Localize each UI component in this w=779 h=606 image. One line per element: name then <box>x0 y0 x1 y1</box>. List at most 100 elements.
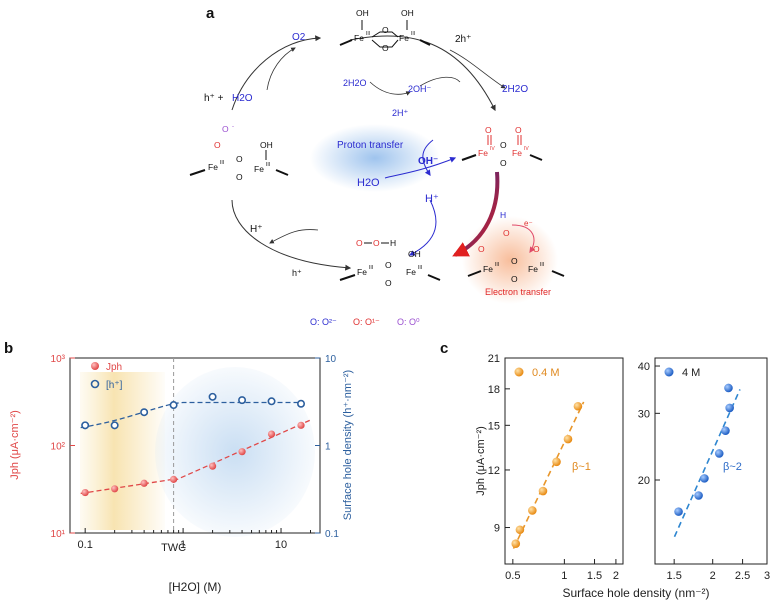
label-h-plus-left: H⁺ <box>250 224 263 235</box>
svg-text:IV: IV <box>490 146 495 152</box>
panel-c-letter: c <box>440 340 448 357</box>
svg-text:O: O <box>382 43 389 53</box>
svg-text:O: O <box>511 256 518 266</box>
svg-text:O: O <box>214 140 221 150</box>
electron-transfer-arrow <box>452 171 500 257</box>
legend-label-holes: [h⁺] <box>106 380 123 391</box>
holes-point <box>267 397 276 406</box>
panel-b-y2label: Surface hole density (h⁺·nm⁻²) <box>342 370 354 520</box>
svg-text:OH: OH <box>260 140 273 150</box>
svg-text:Fe: Fe <box>357 267 367 277</box>
legend-label-jph: Jph <box>106 362 122 373</box>
cl-point <box>552 457 561 467</box>
cl-xtick-label: 1 <box>561 570 567 582</box>
label-h2o-center: H2O <box>357 177 380 189</box>
cr-point <box>714 449 724 458</box>
svg-text:IV: IV <box>524 146 529 152</box>
cycle-arrow-top-left <box>231 35 322 111</box>
svg-text:Fe: Fe <box>478 148 488 158</box>
svg-text:O: O <box>515 125 522 135</box>
cl-ytick-label: 15 <box>488 420 500 432</box>
svg-text:OH: OH <box>408 249 421 259</box>
label-h-plus-center: H⁺ <box>425 193 439 205</box>
structure-fe3-oh-top: OH OH Fe III Fe III OO <box>339 8 431 53</box>
structure-superoxo-left: O- O OH Fe III Fe III OO <box>189 124 289 182</box>
svg-text:OH: OH <box>401 8 414 18</box>
panel-c-xlabel: Surface hole density (nm⁻²) <box>562 586 709 600</box>
cr-point <box>694 491 703 500</box>
b-xtick-label: 1 <box>180 539 186 551</box>
cr-ytick-label: 20 <box>638 475 650 487</box>
label-h-plus-small: h⁺ <box>292 268 302 278</box>
svg-text:III: III <box>411 31 415 37</box>
svg-text:O: O <box>236 154 243 164</box>
cr-xtick-label: 1.5 <box>667 570 682 582</box>
proton-transfer-arrow <box>422 139 434 176</box>
label-2h-plus-top: 2h⁺ <box>455 34 471 45</box>
electron-hop-arrow <box>511 224 536 253</box>
label-2h-plus-center: 2H⁺ <box>392 108 409 118</box>
label-oh-minus: OH⁻ <box>418 156 438 167</box>
beta-1-annotation: β~1 <box>572 461 591 473</box>
holes-point <box>208 392 217 401</box>
b-ytick-label: 10¹ <box>51 529 66 540</box>
cr-point <box>724 383 733 393</box>
svg-text:III: III <box>418 265 422 271</box>
svg-text:O: O <box>500 158 507 168</box>
b-xtick-label: 0.1 <box>78 539 93 551</box>
cr-xtick-label: 2 <box>710 570 716 582</box>
legend-o2-minus: O: O²⁻ <box>310 317 337 327</box>
panel-c-ylabel: Jph (μA·cm⁻²) <box>475 426 487 496</box>
b-xtick-label: 10 <box>275 539 287 551</box>
legend-label-4m: 4 M <box>682 367 700 379</box>
two-h2o-release-arrow <box>449 49 506 89</box>
jph-point <box>81 488 89 497</box>
cl-point <box>563 434 573 444</box>
jph-point <box>208 462 217 470</box>
svg-text:OH: OH <box>356 8 369 18</box>
high-water-band <box>155 367 315 537</box>
svg-text:III: III <box>495 262 499 268</box>
cr-xtick-label: 3 <box>764 570 770 582</box>
legend-marker-holes <box>90 379 100 389</box>
legend-o0: O: O⁰ <box>397 317 420 327</box>
holes-point <box>297 399 306 408</box>
svg-text:Fe: Fe <box>528 264 538 274</box>
cr-point <box>725 403 734 413</box>
cl-point <box>573 401 583 411</box>
legend-o1-minus: O: O¹⁻ <box>353 317 380 327</box>
beta-2-annotation: β~2 <box>723 461 742 473</box>
b-ytick-label: 10³ <box>51 354 66 365</box>
cl-xtick-label: 0.5 <box>505 570 520 582</box>
panel-b-letter: b <box>4 340 13 357</box>
label-h2o-left: H2O <box>232 93 253 104</box>
label-proton-transfer: Proton transfer <box>337 140 404 151</box>
legend-marker-jph <box>91 362 99 370</box>
b-ytick-label: 10² <box>51 442 66 453</box>
svg-text:III: III <box>266 162 270 168</box>
panel-a-catalytic-cycle: a OH OH Fe III Fe III OO <box>189 5 565 327</box>
label-h-plus: h⁺ + <box>204 93 224 104</box>
svg-text:O: O <box>503 228 510 238</box>
svg-text:Fe: Fe <box>254 164 264 174</box>
jph-point <box>267 430 276 438</box>
svg-text:Fe: Fe <box>512 148 522 158</box>
b-y2tick-label: 1 <box>325 442 331 453</box>
cr-ytick-label: 30 <box>638 408 650 420</box>
svg-text:Fe: Fe <box>208 162 218 172</box>
twc-annotation: TWC <box>161 542 186 554</box>
svg-text:III: III <box>220 160 224 166</box>
cr-point <box>700 474 709 483</box>
label-2oh: 2OH⁻ <box>408 84 432 94</box>
panel-b-ylabel: Jph (μA·cm⁻²) <box>9 410 21 480</box>
svg-text:III: III <box>369 265 373 271</box>
holes-point <box>169 401 178 410</box>
svg-text:O: O <box>500 140 507 150</box>
jph-point <box>297 421 305 429</box>
panel-c-left-frame <box>504 357 624 565</box>
oh-to-top-arrow <box>419 76 461 87</box>
water-to-oh-arrow <box>369 81 411 96</box>
